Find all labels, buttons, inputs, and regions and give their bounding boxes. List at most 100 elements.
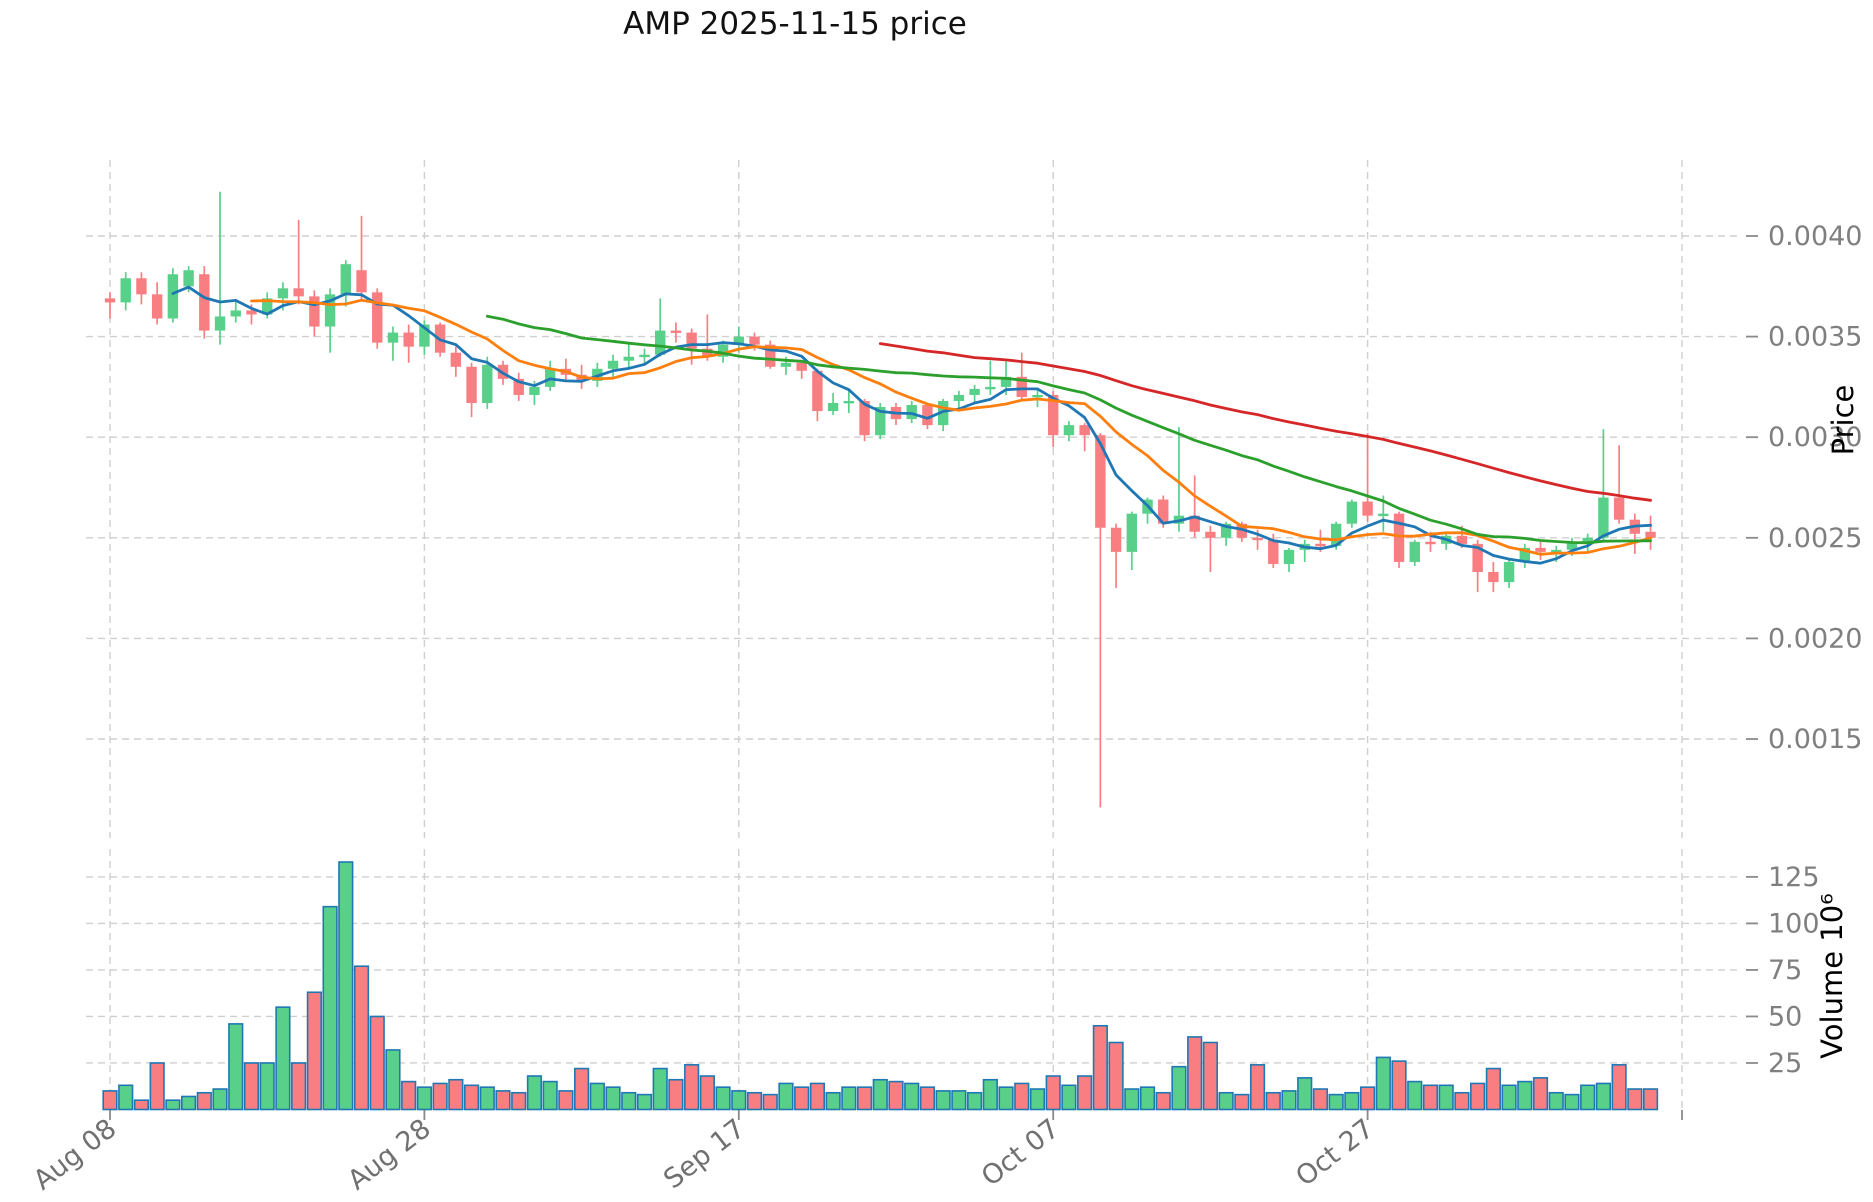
volume-bar [1155,1091,1171,1111]
volume-bar [1360,1086,1376,1111]
candle-body [639,354,650,358]
volume-bar [935,1090,951,1111]
volume-bar [369,1015,385,1111]
price-tick-label: 0.0020 [1768,623,1862,654]
volume-bar [1564,1093,1580,1111]
volume-bar [542,1080,558,1111]
candle-body [120,278,131,303]
volume-bar [841,1086,857,1111]
candle-body [1000,376,1012,387]
candle-body [183,270,194,287]
volume-bar [385,1049,401,1111]
candle-body [199,274,210,331]
volume-bar [322,905,338,1111]
volume-bar [762,1093,778,1111]
candle-body [765,344,776,367]
candle-body [1205,531,1216,538]
volume-bar [636,1093,653,1111]
candle-body [875,407,886,436]
volume-bar [1077,1075,1093,1111]
candle-body [1519,547,1530,562]
volume-bar [809,1082,825,1111]
volume-bar [872,1078,888,1111]
candle-body [1456,535,1468,544]
volume-bar [966,1091,983,1111]
volume-bar [149,1062,165,1111]
volume-bar [401,1080,417,1111]
volume-bar [1171,1065,1187,1111]
volume-bar [118,1084,134,1111]
volume-bar [291,1062,307,1111]
candle-body [1032,394,1043,398]
candle-body [1158,499,1169,524]
candle-body [482,364,493,403]
candle-body [1613,497,1625,520]
candle-body [859,400,870,436]
candle-body [450,352,462,367]
volume-bar [1344,1091,1360,1111]
candle-body [1503,561,1515,583]
volume-bar [778,1082,794,1111]
volume-bar [1611,1064,1627,1111]
volume-bar [1627,1088,1643,1111]
volume-bar [746,1091,763,1111]
volume-bar [212,1088,228,1111]
volume-bar [1548,1091,1564,1111]
date-tick-label: Aug 08 [28,1113,122,1196]
volume-bar [951,1090,967,1111]
ma-line-ma10 [250,298,1652,556]
volume-bar [1501,1084,1517,1111]
volume-bar [1580,1084,1596,1111]
candle-body [104,298,116,303]
date-tick-label: Aug 28 [342,1113,436,1196]
moving-average-lines [171,285,1652,565]
candle-body [1079,425,1090,436]
volume-bar [353,965,370,1111]
candle-body [1566,541,1578,550]
volume-bars [102,861,1659,1111]
candle-body [1095,435,1106,528]
volume-bar [1454,1091,1470,1111]
candle-body [717,344,729,357]
volume-bar [228,1023,244,1111]
volume-bar [1422,1084,1439,1111]
volume-bar [1517,1080,1533,1111]
volume-bar [1312,1088,1329,1111]
volume-bar [794,1086,810,1111]
candle-body [309,296,320,327]
volume-bar [589,1082,605,1111]
volume-bar [495,1090,511,1111]
volume-bar [416,1086,433,1111]
volume-bar [573,1067,590,1111]
candle-body [1535,547,1546,552]
candle-body [387,332,399,343]
volume-bar [825,1091,841,1111]
volume-bar [165,1099,181,1111]
candle-body [1378,513,1389,517]
candle-body [1551,549,1562,553]
volume-bar [998,1086,1014,1111]
candle-body [1268,539,1279,564]
volume-bar [715,1086,731,1111]
price-tick-label: 0.0025 [1768,523,1862,554]
candle-body [1330,523,1342,546]
volume-bar [1218,1091,1234,1111]
volume-bar [1470,1082,1486,1111]
volume-bar [243,1062,260,1111]
volume-bar [338,861,354,1111]
volume-bar [1045,1075,1061,1111]
volume-bar [1595,1082,1611,1111]
candle-body [214,316,226,331]
candle-body [513,378,524,395]
candle-body [403,332,414,347]
price-axis-label: Price [1826,385,1860,456]
volume-bar [1202,1041,1218,1111]
candle-body [136,278,147,295]
candle-body [1252,537,1263,541]
candle-body [293,288,304,297]
volume-bar [1391,1060,1407,1111]
volume-bar [1642,1088,1659,1111]
volume-bar [526,1075,543,1111]
candle-body [1645,531,1656,538]
volume-bar [1249,1064,1266,1111]
